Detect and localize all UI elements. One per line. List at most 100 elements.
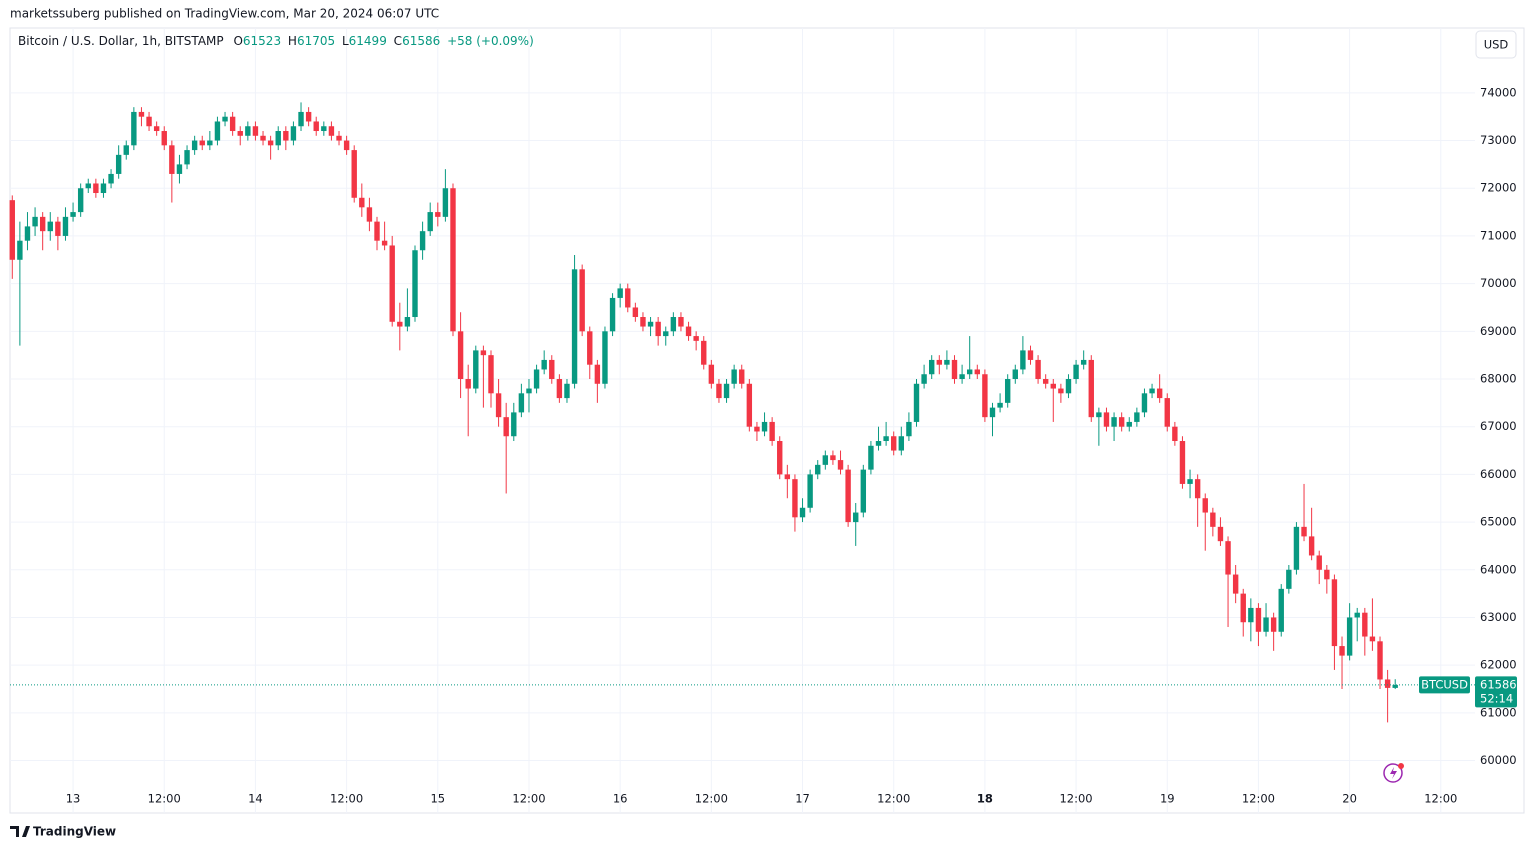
- candle-body: [199, 140, 205, 146]
- candle-body: [389, 245, 395, 322]
- candle-body: [777, 441, 783, 475]
- candle-body: [1004, 379, 1011, 403]
- candle-body: [1369, 636, 1376, 642]
- candle-body: [267, 140, 274, 146]
- candles: [9, 102, 1398, 723]
- candle-body: [1240, 593, 1246, 623]
- candle-body: [465, 379, 471, 389]
- candle-body: [47, 221, 53, 232]
- candle-body: [1141, 393, 1148, 413]
- candle-body: [252, 126, 259, 136]
- candle-body: [442, 188, 449, 217]
- candle-body: [845, 469, 851, 523]
- candle-body: [77, 188, 84, 213]
- candle-body: [176, 164, 183, 174]
- legend: Bitcoin / U.S. Dollar, 1h, BITSTAMP O615…: [18, 34, 534, 48]
- candle-body: [1377, 641, 1383, 680]
- candle-body: [663, 331, 669, 337]
- candle-body: [556, 379, 563, 399]
- candle-body: [1362, 612, 1368, 637]
- candle-body: [1232, 574, 1239, 594]
- currency-button[interactable]: [1475, 30, 1517, 59]
- y-tick-label: 70000: [1480, 276, 1517, 290]
- candle-body: [1293, 526, 1300, 570]
- candle-body: [921, 374, 927, 384]
- candle-body: [1270, 617, 1277, 632]
- candle-body: [1065, 379, 1072, 394]
- x-tick-label: 12:00: [1424, 792, 1457, 806]
- legend-high: 61705: [297, 34, 335, 48]
- candle-body: [169, 145, 175, 174]
- y-tick-label: 68000: [1480, 372, 1517, 386]
- price-badge: [1475, 676, 1517, 708]
- candle-body: [1187, 479, 1193, 484]
- candle-body: [982, 374, 988, 418]
- candle-body: [214, 121, 221, 141]
- candle-body: [17, 240, 23, 260]
- candle-body: [739, 369, 745, 384]
- candle-body: [526, 388, 532, 394]
- candle-body: [685, 326, 692, 337]
- candle-body: [146, 116, 152, 127]
- candle-body: [701, 340, 707, 365]
- candle-body: [1278, 588, 1284, 632]
- candle-body: [754, 426, 760, 432]
- candle-body: [875, 441, 882, 446]
- x-tick-label: 12:00: [1059, 792, 1092, 806]
- candle-body: [815, 464, 821, 475]
- candle-body: [799, 507, 806, 518]
- candle-body: [746, 383, 753, 427]
- candle-body: [1088, 359, 1094, 418]
- candle-body: [997, 402, 1003, 408]
- candle-body: [222, 116, 228, 122]
- candle-body: [39, 216, 46, 232]
- candle-body: [564, 383, 570, 399]
- candle-body: [1308, 536, 1315, 556]
- legend-o: O: [233, 34, 242, 48]
- candle-body: [313, 121, 319, 132]
- candle-body: [1263, 617, 1269, 632]
- candle-body: [966, 369, 973, 375]
- candle-body: [541, 359, 547, 370]
- candle-body: [1012, 369, 1018, 380]
- candle-body: [62, 216, 69, 236]
- candle-body: [678, 317, 684, 327]
- candle-body: [1225, 541, 1231, 575]
- candle-body: [245, 126, 251, 136]
- y-tick-label: 74000: [1480, 85, 1517, 99]
- candle-body: [1164, 398, 1170, 427]
- candle-body: [450, 188, 456, 332]
- candle-body: [929, 359, 935, 375]
- candle-body: [495, 393, 502, 418]
- x-tick-label: 13: [66, 792, 81, 806]
- candle-body: [412, 250, 418, 318]
- chart-frame: [9, 27, 1525, 814]
- candle-body: [343, 140, 350, 151]
- legend-title: Bitcoin / U.S. Dollar, 1h, BITSTAMP: [18, 34, 224, 48]
- candle-body: [587, 331, 593, 365]
- x-tick-label: 17: [795, 792, 810, 806]
- alert-dot: [1398, 763, 1404, 769]
- price-label: 61586: [1480, 677, 1517, 691]
- y-tick-label: 69000: [1480, 324, 1517, 338]
- candle-body: [533, 369, 540, 389]
- candle-body: [359, 197, 365, 208]
- currency-label[interactable]: USD: [1484, 38, 1509, 52]
- candle-body: [100, 183, 107, 194]
- candle-body: [93, 183, 99, 194]
- x-tick-label: 20: [1342, 792, 1357, 806]
- candle-body: [366, 207, 373, 222]
- y-tick-label: 63000: [1480, 610, 1517, 624]
- countdown-label: 52:14: [1480, 691, 1513, 705]
- candle-body: [761, 421, 768, 432]
- brand-name: TradingView: [33, 825, 116, 839]
- y-tick-label: 72000: [1480, 181, 1517, 195]
- y-tick-label: 73000: [1480, 133, 1517, 147]
- candle-body: [1339, 646, 1345, 656]
- candle-body: [989, 407, 996, 418]
- alert-icon[interactable]: [1383, 763, 1403, 783]
- candle-body: [123, 145, 129, 155]
- candle-body: [1027, 350, 1034, 360]
- x-tick-label: 12:00: [695, 792, 728, 806]
